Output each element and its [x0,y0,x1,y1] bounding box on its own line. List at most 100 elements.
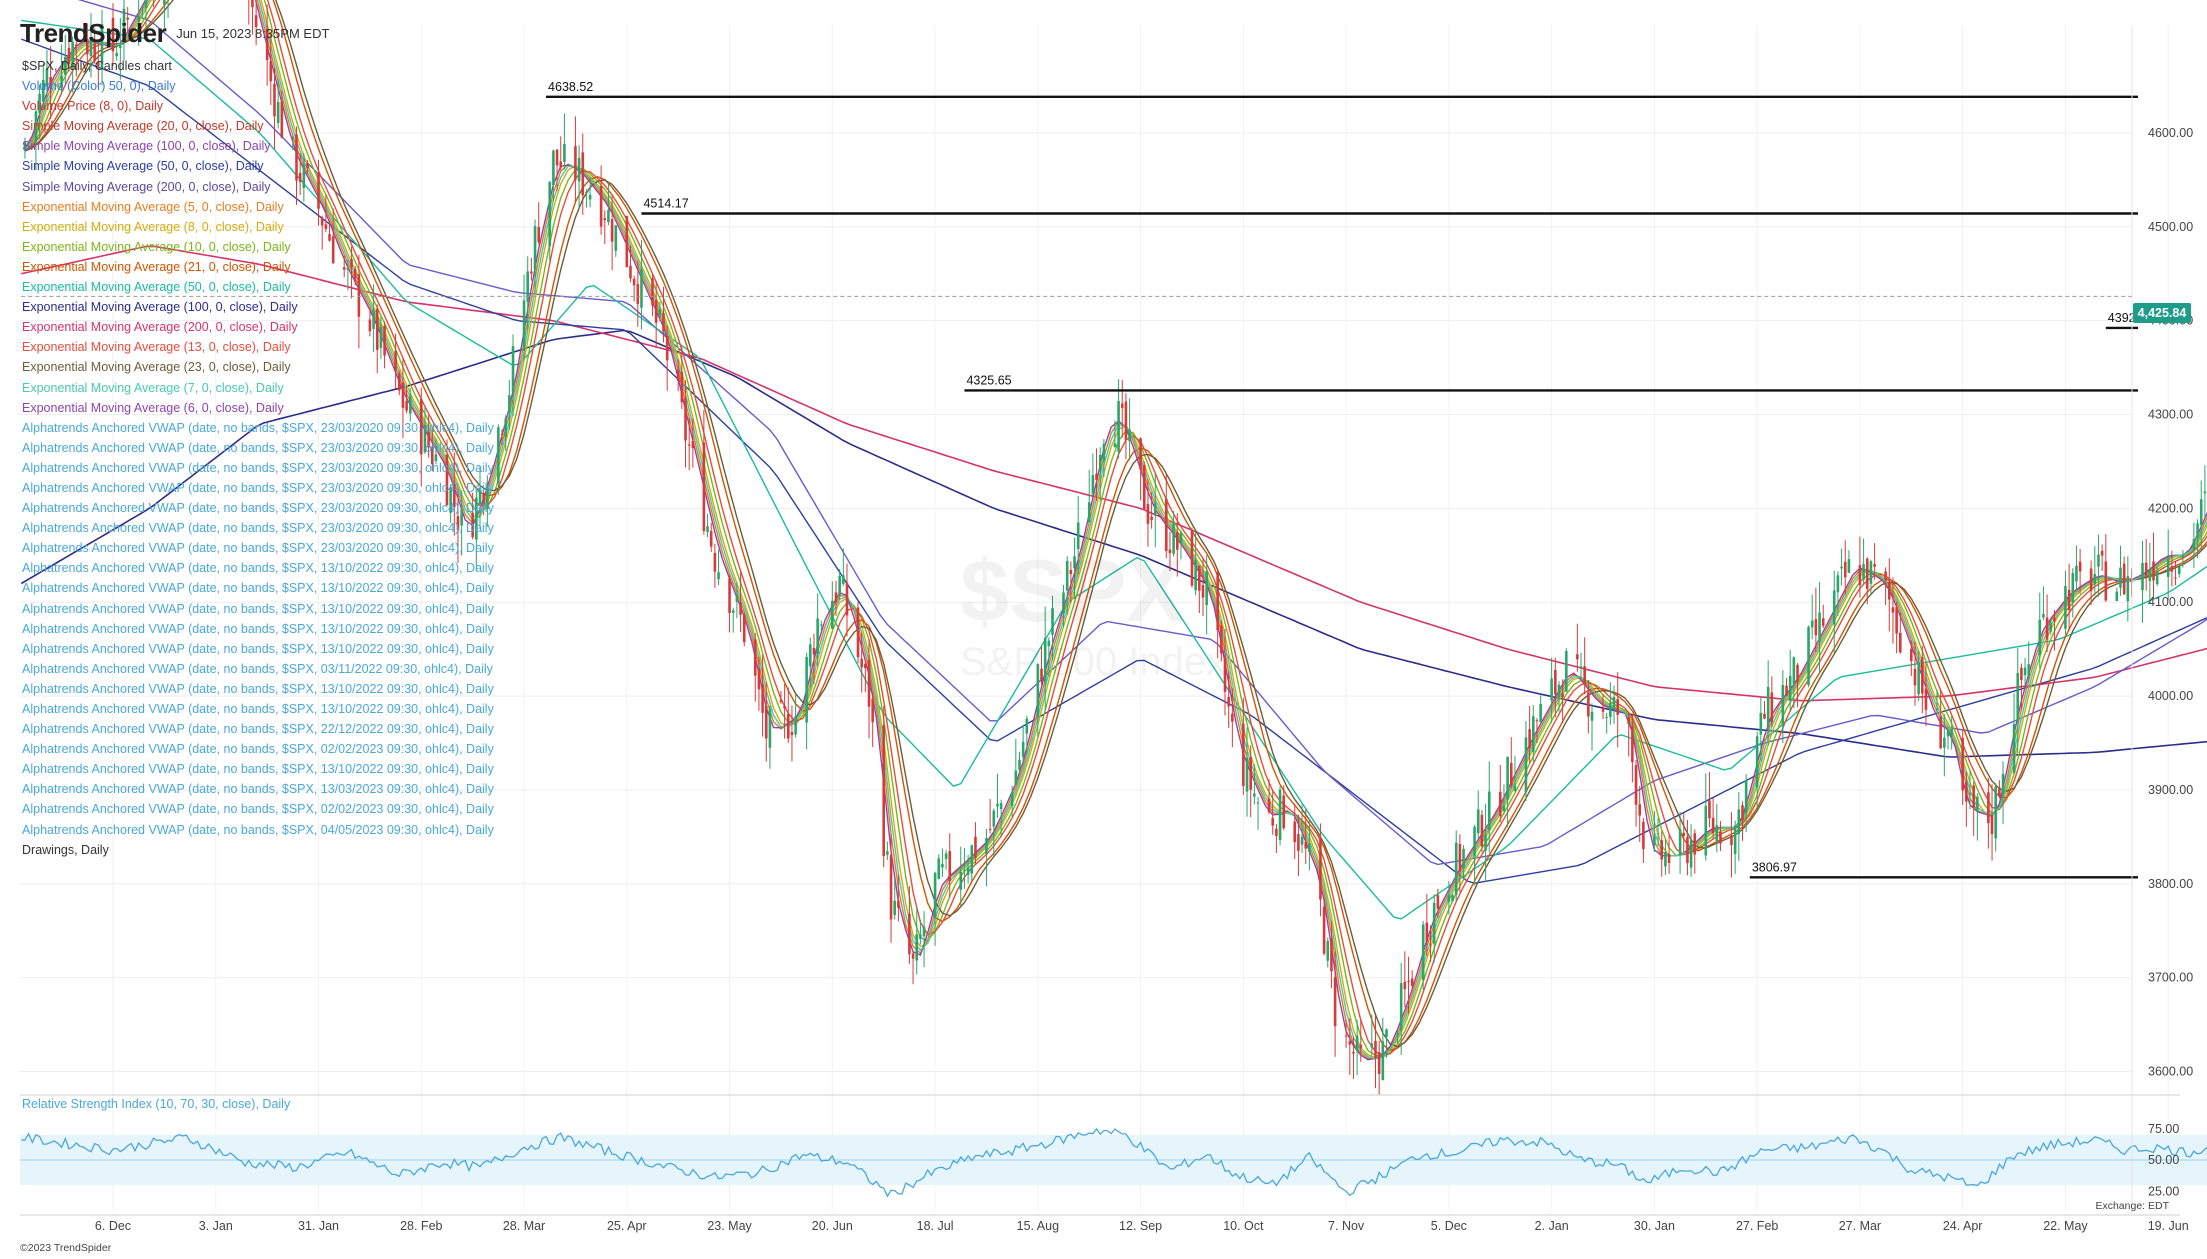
legend-entry[interactable]: Exponential Moving Average (21, 0, close… [22,259,291,274]
candle-body [2012,724,2016,774]
candle-body [809,644,812,667]
candle-body [933,872,937,919]
time-tick-label: 31. Jan [298,1219,339,1233]
legend-entry[interactable]: Alphatrends Anchored VWAP (date, no band… [22,661,493,676]
legend-entry[interactable]: Exponential Moving Average (6, 0, close)… [22,400,284,415]
candle-body [1708,800,1711,819]
candle-body [790,732,794,736]
legend-entry[interactable]: Simple Moving Average (20, 0, close), Da… [22,119,264,134]
candle-body [966,866,970,875]
candle-body [1403,981,1407,990]
candle-body [141,6,144,8]
legend-entry[interactable]: Exponential Moving Average (5, 0, close)… [22,199,284,214]
legend-entry[interactable]: Alphatrends Anchored VWAP (date, no band… [22,501,494,516]
legend-entry[interactable]: Exponential Moving Average (7, 0, close)… [22,380,284,395]
candle-body [1040,668,1043,682]
legend-entry[interactable]: Exponential Moving Average (8, 0, close)… [22,219,284,234]
legend-entry[interactable]: Alphatrends Anchored VWAP (date, no band… [22,541,494,556]
legend-entry[interactable]: Exponential Moving Average (50, 0, close… [22,280,291,295]
candle-body [482,493,485,505]
legend-entry[interactable]: Alphatrends Anchored VWAP (date, no band… [22,420,494,435]
candle-body [911,953,915,959]
legend-entry[interactable]: Alphatrends Anchored VWAP (date, no band… [22,641,494,656]
time-tick-label: 7. Nov [1328,1219,1365,1233]
candle-body [588,194,592,200]
candle-body [1807,627,1810,686]
legend-entry[interactable]: Volume (Color) 50, 0), Daily [22,79,176,94]
candle-body [629,265,632,279]
legend-entry[interactable]: Alphatrends Anchored VWAP (date, no band… [22,581,494,596]
legend-entry[interactable]: Drawings, Daily [22,842,109,857]
legend-entry[interactable]: Alphatrends Anchored VWAP (date, no band… [22,561,494,576]
candle-body [2053,617,2056,622]
indicator-legend: $SPX, Daily, Candles chart Volume (Color)… [22,56,494,860]
legend-entry[interactable]: Alphatrends Anchored VWAP (date, no band… [22,601,494,616]
candle-body [353,268,357,279]
legend-entry[interactable]: Volume Price (8, 0), Daily [22,99,164,114]
rsi-line [21,1127,2207,1198]
legend-entry[interactable]: Alphatrends Anchored VWAP (date, no band… [22,521,494,536]
candle-body [1454,842,1458,895]
rsi-series-line [21,1127,2207,1198]
price-tick-label: 4100.00 [2148,595,2193,609]
candle-body [2045,617,2049,640]
copyright: ©2023 TrendSpider [20,1242,112,1254]
legend-entry[interactable]: Alphatrends Anchored VWAP (date, no band… [22,782,494,797]
legend-entry[interactable]: Alphatrends Anchored VWAP (date, no band… [22,460,494,475]
candle-body [1153,503,1157,516]
candle-body [897,900,900,908]
legend-entry[interactable]: Exponential Moving Average (23, 0, close… [22,360,291,375]
legend-entry[interactable]: $SPX, Daily, Candles chart [22,59,172,73]
candle-body [372,310,375,329]
candle-body [273,83,276,117]
legend-entry[interactable]: Exponential Moving Average (200, 0, clos… [22,320,298,335]
candle-body [1095,473,1098,480]
candle-body [1407,981,1410,983]
candle-body [2181,555,2185,558]
candle-body [1010,792,1014,806]
candle-body [346,267,350,270]
candle-body [1330,937,1333,972]
legend-entry[interactable]: Alphatrends Anchored VWAP (date, no band… [22,681,494,696]
candle-body [812,647,816,655]
legend-entry[interactable]: Simple Moving Average (200, 0, close), D… [22,179,271,194]
legend-entry[interactable]: Simple Moving Average (50, 0, close), Da… [22,159,264,174]
legend-entry[interactable]: Alphatrends Anchored VWAP (date, no band… [22,802,494,817]
candle-body [408,396,412,414]
legend-entry[interactable]: Alphatrends Anchored VWAP (date, no band… [22,742,494,757]
candle-body [585,191,588,193]
candle-body [449,487,452,513]
candle-body [552,150,555,185]
candle-body [1410,978,1414,986]
candle-body [434,454,438,462]
candle-body [1513,785,1517,792]
candle-body [126,17,129,20]
time-tick-label: 24. Apr [1943,1219,1983,1233]
candle-body [581,152,585,196]
legend-entry[interactable]: Alphatrends Anchored VWAP (date, no band… [22,762,494,777]
candle-body [1139,438,1142,470]
legend-entry[interactable]: Alphatrends Anchored VWAP (date, no band… [22,822,494,837]
candle-body [959,871,963,890]
legend-entry[interactable]: Alphatrends Anchored VWAP (date, no band… [22,722,494,737]
legend-entry[interactable]: Exponential Moving Average (10, 0, close… [22,239,291,254]
candle-body [2170,566,2174,572]
legend-entry[interactable]: Alphatrends Anchored VWAP (date, no band… [22,440,494,455]
candle-body [302,164,306,188]
candle-body [383,325,386,356]
candle-body [2067,589,2071,611]
legend-entry[interactable]: Alphatrends Anchored VWAP (date, no band… [22,621,494,636]
time-tick-label: 19. Jun [2148,1219,2189,1233]
candle-body [783,706,786,709]
legend-entry[interactable]: Exponential Moving Average (13, 0, close… [22,340,291,355]
legend-entry[interactable]: Simple Moving Average (100, 0, close), D… [22,139,271,154]
legend-entry[interactable]: Alphatrends Anchored VWAP (date, no band… [22,702,494,716]
candle-body [2174,577,2177,579]
candle-body [886,851,889,855]
legend-entry[interactable]: Exponential Moving Average (100, 0, clos… [22,300,298,315]
candle-body [298,172,302,182]
candle-body [1935,709,1939,711]
legend-entry[interactable]: Alphatrends Anchored VWAP (date, no band… [22,480,494,495]
